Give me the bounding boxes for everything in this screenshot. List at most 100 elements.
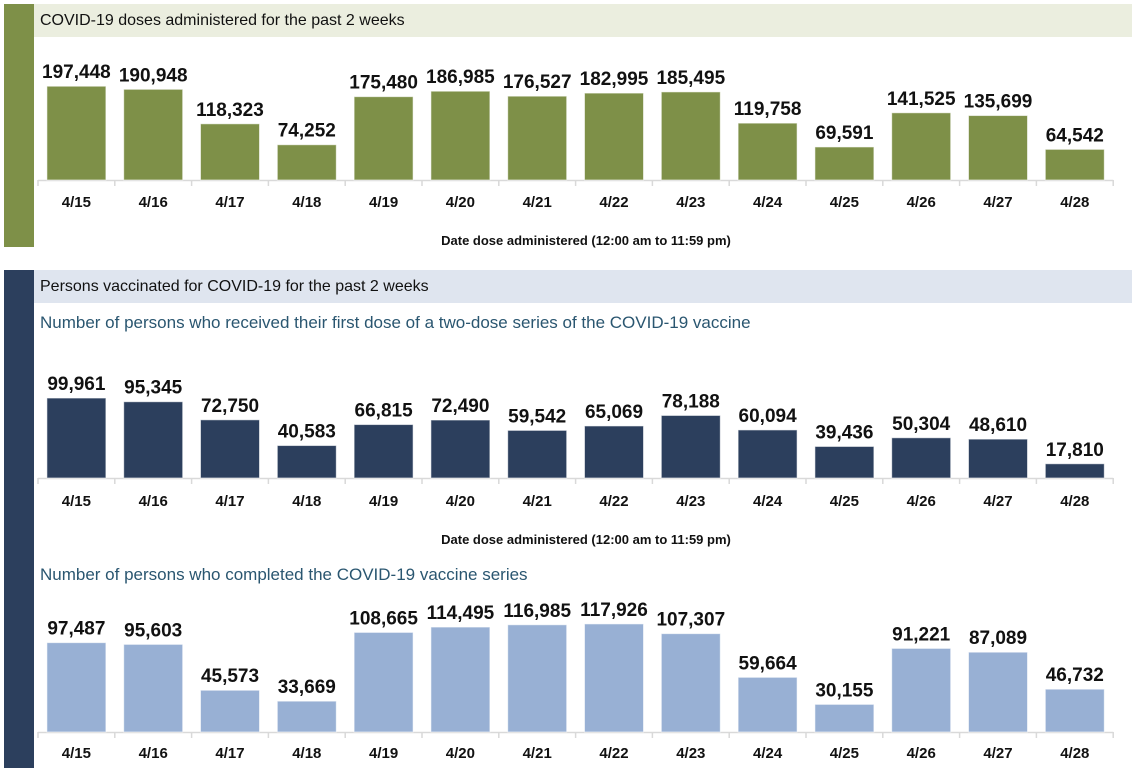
completed-bar xyxy=(968,651,1028,733)
first-dose-bar xyxy=(123,401,184,479)
first-dose-bar-chart: 99,961 4/15 95,345 4/16 72,750 4/17 40,583 4/18… xyxy=(37,374,1114,510)
doses-data-label: 118,323 xyxy=(196,100,264,121)
doses-x-tick-label: 4/20 xyxy=(446,194,475,211)
doses-bar xyxy=(1044,148,1105,181)
first-dose-x-tick-label: 4/25 xyxy=(830,493,859,510)
first-dose-bar xyxy=(46,397,107,479)
first-dose-data-label: 99,961 xyxy=(47,374,106,395)
doses-bar xyxy=(200,123,260,181)
doses-bar xyxy=(353,96,414,181)
completed-data-label: 46,732 xyxy=(1046,665,1104,686)
first-dose-x-tick-label: 4/20 xyxy=(446,493,475,510)
doses-x-tick-label: 4/18 xyxy=(292,194,321,211)
doses-bar xyxy=(123,88,184,181)
doses-data-label: 186,985 xyxy=(426,67,495,88)
completed-bar xyxy=(737,676,798,733)
doses-x-tick-label: 4/24 xyxy=(753,194,783,211)
first-dose-chart-title: Number of persons who received their fir… xyxy=(40,313,751,332)
doses-data-label: 182,995 xyxy=(580,69,649,90)
completed-data-label: 30,155 xyxy=(815,680,874,701)
completed-data-label: 59,664 xyxy=(739,653,798,674)
completed-x-tick-label: 4/26 xyxy=(907,745,936,762)
completed-bar xyxy=(46,642,107,733)
completed-bar xyxy=(430,626,491,733)
doses-data-label: 185,495 xyxy=(656,68,725,89)
completed-bar xyxy=(353,631,414,733)
completed-bar xyxy=(276,700,337,733)
completed-x-tick-label: 4/17 xyxy=(215,745,244,762)
doses-bar xyxy=(660,91,721,181)
completed-x-tick-label: 4/16 xyxy=(139,745,168,762)
first-dose-x-tick-label: 4/23 xyxy=(676,493,705,510)
first-dose-data-label: 48,610 xyxy=(969,415,1027,436)
first-dose-x-tick-label: 4/21 xyxy=(523,493,552,510)
first-dose-bar xyxy=(891,437,952,479)
doses-data-label: 197,448 xyxy=(42,62,111,83)
doses-section-header: COVID-19 doses administered for the past… xyxy=(34,4,1132,37)
doses-data-label: 190,948 xyxy=(119,65,188,86)
first-dose-data-label: 60,094 xyxy=(739,406,798,427)
first-dose-bar xyxy=(1044,463,1105,479)
doses-bar xyxy=(584,92,644,181)
doses-bar xyxy=(46,85,107,181)
first-dose-data-label: 50,304 xyxy=(892,414,951,435)
completed-bar xyxy=(814,703,875,733)
first-dose-x-tick-label: 4/22 xyxy=(599,493,628,510)
first-dose-data-label: 39,436 xyxy=(815,422,873,443)
first-dose-data-label: 59,542 xyxy=(508,406,566,427)
first-dose-bar xyxy=(507,429,568,479)
first-dose-x-tick-label: 4/26 xyxy=(907,493,936,510)
first-dose-x-tick-label: 4/17 xyxy=(215,493,244,510)
first-dose-bar xyxy=(430,419,491,479)
first-dose-x-tick-label: 4/19 xyxy=(369,493,398,510)
completed-bar xyxy=(1044,688,1105,733)
first-dose-bar xyxy=(660,414,721,479)
first-dose-data-label: 66,815 xyxy=(355,401,414,422)
doses-x-tick-label: 4/17 xyxy=(215,194,244,211)
persons-section-header: Persons vaccinated for COVID-19 for the … xyxy=(34,270,1132,303)
doses-bar xyxy=(737,122,798,181)
doses-x-tick-label: 4/25 xyxy=(830,194,859,211)
first-dose-data-label: 40,583 xyxy=(278,422,336,443)
doses-data-label: 175,480 xyxy=(349,73,418,94)
doses-x-tick-label: 4/19 xyxy=(369,194,398,211)
doses-x-tick-label: 4/22 xyxy=(599,194,628,211)
completed-x-tick-label: 4/28 xyxy=(1060,745,1089,762)
completed-x-tick-label: 4/24 xyxy=(753,745,783,762)
first-dose-x-tick-label: 4/24 xyxy=(753,493,783,510)
completed-data-label: 117,926 xyxy=(580,600,648,621)
completed-bar xyxy=(584,623,644,733)
doses-bar xyxy=(276,144,337,181)
doses-data-label: 119,758 xyxy=(734,99,802,120)
completed-data-label: 114,495 xyxy=(427,603,495,624)
first-dose-data-label: 95,345 xyxy=(124,378,183,399)
completed-x-tick-label: 4/20 xyxy=(446,745,475,762)
completed-data-label: 45,573 xyxy=(201,666,259,687)
doses-x-tick-label: 4/15 xyxy=(62,194,91,211)
completed-x-tick-label: 4/23 xyxy=(676,745,705,762)
doses-x-tick-label: 4/21 xyxy=(523,194,552,211)
completed-x-tick-label: 4/15 xyxy=(62,745,91,762)
first-dose-bar xyxy=(353,424,414,479)
first-dose-data-label: 78,188 xyxy=(662,391,720,412)
first-dose-x-tick-label: 4/27 xyxy=(983,493,1012,510)
doses-section-accent-bar xyxy=(4,4,34,247)
doses-x-tick-label: 4/27 xyxy=(983,194,1012,211)
doses-x-tick-label: 4/26 xyxy=(907,194,936,211)
doses-data-label: 135,699 xyxy=(964,92,1033,113)
doses-data-label: 69,591 xyxy=(815,123,874,144)
first-dose-data-label: 72,750 xyxy=(201,396,259,417)
completed-data-label: 91,221 xyxy=(892,624,951,645)
first-dose-x-axis-title: Date dose administered (12:00 am to 11:5… xyxy=(441,532,731,547)
doses-data-label: 74,252 xyxy=(278,121,336,142)
completed-x-tick-label: 4/18 xyxy=(292,745,321,762)
completed-x-tick-label: 4/25 xyxy=(830,745,859,762)
first-dose-data-label: 17,810 xyxy=(1046,440,1104,461)
completed-x-tick-label: 4/21 xyxy=(523,745,552,762)
first-dose-x-tick-label: 4/15 xyxy=(62,493,91,510)
doses-bar xyxy=(891,112,952,181)
doses-bar-chart: 197,448 4/15 190,948 4/16 118,323 4/17 74,252 4… xyxy=(37,62,1114,211)
first-dose-bar xyxy=(584,425,644,479)
first-dose-bar xyxy=(737,429,798,479)
persons-section-title: Persons vaccinated for COVID-19 for the … xyxy=(40,277,429,295)
